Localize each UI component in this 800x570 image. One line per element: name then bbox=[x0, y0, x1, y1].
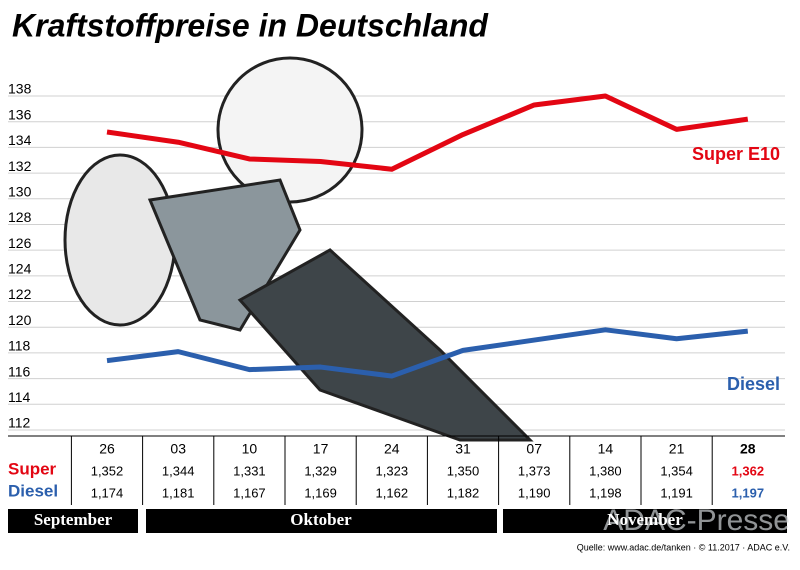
month-label: Oktober bbox=[290, 510, 352, 529]
value-label: 1,190 bbox=[518, 485, 551, 500]
month-band bbox=[503, 509, 787, 533]
value-label: 1,344 bbox=[162, 463, 195, 478]
y-tick-label: 130 bbox=[8, 183, 32, 199]
value-label: 1,182 bbox=[447, 485, 480, 500]
pump-illustration bbox=[63, 56, 534, 442]
value-label: 1,181 bbox=[162, 485, 195, 500]
month-band bbox=[8, 509, 138, 533]
month-label: November bbox=[607, 510, 683, 529]
value-label: 1,329 bbox=[304, 463, 337, 478]
x-tick-label: 03 bbox=[170, 441, 186, 457]
tank-cap bbox=[216, 56, 364, 204]
month-label: September bbox=[34, 510, 113, 529]
row-label: Super bbox=[8, 459, 57, 478]
y-tick-label: 134 bbox=[8, 132, 32, 148]
y-tick-label: 138 bbox=[8, 81, 32, 97]
x-tick-label: 31 bbox=[455, 441, 471, 457]
x-tick-label: 17 bbox=[313, 441, 329, 457]
x-tick-label: 24 bbox=[384, 441, 400, 457]
x-tick-label: 14 bbox=[598, 441, 614, 457]
y-tick-label: 136 bbox=[8, 106, 32, 122]
value-label: 1,323 bbox=[376, 463, 409, 478]
value-label: 1,373 bbox=[518, 463, 551, 478]
y-tick-label: 118 bbox=[8, 338, 31, 354]
value-label: 1,331 bbox=[233, 463, 266, 478]
row-label: Diesel bbox=[8, 481, 58, 500]
value-label: 1,350 bbox=[447, 463, 480, 478]
series-label: Diesel bbox=[727, 374, 780, 394]
series-line bbox=[106, 327, 749, 379]
value-label: 1,174 bbox=[91, 485, 124, 500]
y-tick-label: 132 bbox=[8, 158, 32, 174]
chart-title: Kraftstoffpreise in Deutschland bbox=[12, 7, 489, 43]
value-label: 1,352 bbox=[91, 463, 124, 478]
value-label: 1,162 bbox=[376, 485, 409, 500]
y-tick-label: 126 bbox=[8, 235, 32, 251]
value-label: 1,169 bbox=[304, 485, 337, 500]
hose bbox=[237, 248, 534, 442]
y-tick-label: 122 bbox=[8, 286, 32, 302]
y-tick-label: 128 bbox=[8, 209, 32, 225]
x-tick-label: 28 bbox=[740, 441, 756, 457]
x-tick-label: 10 bbox=[242, 441, 258, 457]
watermark: ADAC-Presse bbox=[603, 504, 790, 537]
value-label: 1,198 bbox=[589, 485, 622, 500]
value-label: 1,167 bbox=[233, 485, 266, 500]
y-tick-label: 112 bbox=[8, 415, 31, 431]
value-label: 1,380 bbox=[589, 463, 622, 478]
source: Quelle: www.adac.de/tanken · © 11.2017 ·… bbox=[577, 542, 790, 552]
tank-opening bbox=[63, 153, 177, 327]
series-label: Super E10 bbox=[692, 144, 780, 164]
y-tick-label: 124 bbox=[8, 261, 32, 277]
x-tick-label: 21 bbox=[669, 441, 685, 457]
y-tick-label: 116 bbox=[8, 363, 31, 379]
series-line bbox=[106, 93, 749, 172]
y-tick-label: 120 bbox=[8, 312, 32, 328]
value-label: 1,191 bbox=[660, 485, 693, 500]
value-label: 1,197 bbox=[732, 485, 765, 500]
x-tick-label: 26 bbox=[99, 441, 115, 457]
value-label: 1,354 bbox=[660, 463, 693, 478]
month-band bbox=[146, 509, 497, 533]
x-tick-label: 07 bbox=[526, 441, 542, 457]
y-tick-label: 114 bbox=[8, 389, 31, 405]
value-label: 1,362 bbox=[732, 463, 765, 478]
